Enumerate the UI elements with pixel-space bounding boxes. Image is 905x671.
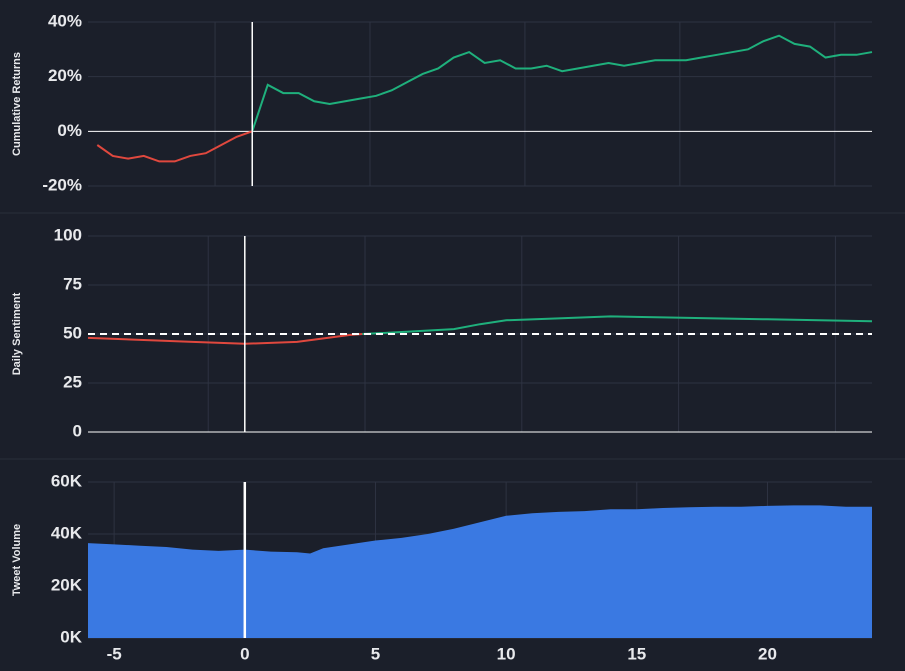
x-tick-label: -5	[107, 644, 122, 663]
y-tick-label: 40K	[51, 523, 83, 542]
line	[96, 130, 253, 163]
y-axis-title: Daily Sentiment	[11, 292, 23, 375]
x-tick-label: 10	[497, 644, 516, 663]
line	[87, 333, 363, 345]
y-tick-label: 100	[54, 225, 82, 244]
y-tick-label: 40%	[48, 11, 82, 30]
y-tick-label: 0K	[60, 627, 82, 646]
y-tick-label: 0%	[57, 121, 82, 140]
y-tick-label: 75	[63, 274, 82, 293]
y-tick-label: 0	[73, 421, 82, 440]
y-tick-label: 20K	[51, 575, 83, 594]
y-tick-label: 20%	[48, 66, 82, 85]
y-tick-label: 50	[63, 323, 82, 342]
y-tick-label: 25	[63, 372, 82, 391]
x-tick-label: 15	[627, 644, 646, 663]
x-tick-label: 5	[371, 644, 380, 663]
x-tick-label: 20	[758, 644, 777, 663]
y-axis-title: Tweet Volume	[11, 524, 23, 596]
line	[251, 34, 873, 132]
line	[362, 315, 873, 335]
y-tick-label: -20%	[42, 175, 82, 194]
y-axis-title: Cumulative Returns	[11, 52, 23, 156]
y-tick-label: 60K	[51, 471, 83, 490]
area	[88, 505, 872, 638]
x-tick-label: 0	[240, 644, 249, 663]
